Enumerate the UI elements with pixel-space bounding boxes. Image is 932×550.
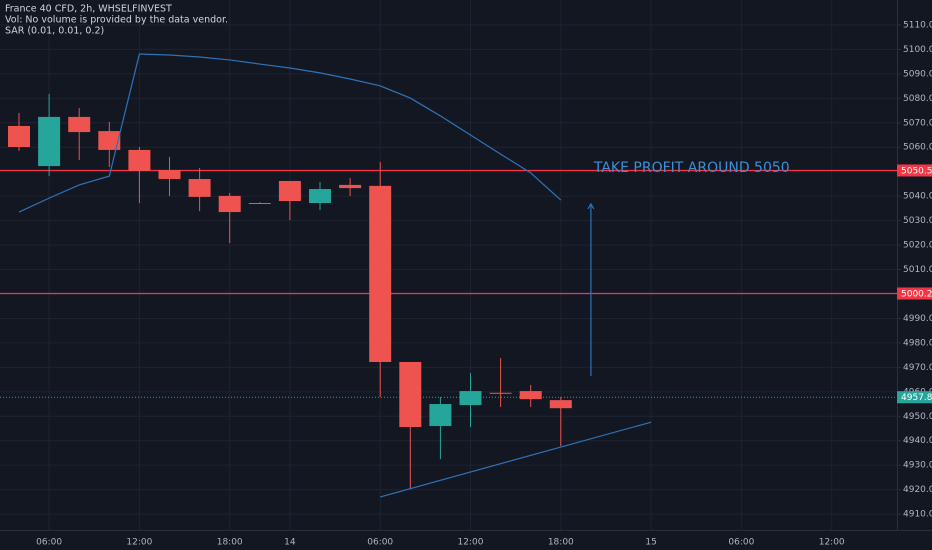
x-tick-label: 18:00 [217, 538, 243, 548]
arrow-head [587, 202, 595, 210]
candle-body [489, 392, 512, 394]
candle-body [128, 149, 151, 171]
candle-body [248, 202, 271, 204]
candle-body [278, 180, 301, 202]
x-tick-label: 06:00 [728, 538, 754, 548]
y-tick-label: 5110.0 [903, 20, 932, 30]
candle-body [339, 184, 362, 189]
y-tick-label: 4970.0 [903, 363, 932, 373]
price-label-box [897, 164, 932, 177]
x-tick-label: 06:00 [367, 538, 393, 548]
x-tick-label: 12:00 [819, 538, 845, 548]
y-tick-label: 5020.0 [903, 241, 932, 251]
y-tick-label: 4990.0 [903, 314, 932, 324]
x-tick-label: 18:00 [548, 538, 574, 548]
y-tick-label: 5010.0 [903, 265, 932, 275]
y-tick-label: 4910.0 [903, 510, 932, 520]
candle-body [38, 116, 61, 167]
candle-body [369, 185, 392, 362]
plot: TAKE PROFIT AROUND 5050 [0, 53, 897, 498]
y-tick-label: 4950.0 [903, 412, 932, 422]
candle-body [218, 195, 241, 213]
sar-line [18, 53, 562, 213]
y-tick-label: 5060.0 [903, 143, 932, 153]
price-label-box [897, 287, 932, 300]
indicator-label: SAR (0.01, 0.01, 0.2) [5, 26, 104, 37]
price-label-box [897, 391, 932, 404]
candle-body [309, 189, 331, 203]
x-tick-label: 14 [284, 538, 296, 548]
y-tick-label: 5100.0 [903, 45, 932, 55]
y-tick-label: 4920.0 [903, 485, 932, 495]
price-label: 5050.5 [901, 166, 932, 176]
candle-body [8, 125, 30, 147]
price-label: 5000.2 [901, 289, 932, 299]
candle-body [399, 361, 422, 428]
x-tick-label: 15 [645, 538, 656, 548]
y-tick-label: 5090.0 [903, 69, 932, 79]
y-tick-label: 5030.0 [903, 216, 932, 226]
y-tick-label: 5080.0 [903, 94, 932, 104]
candle-body [519, 391, 542, 400]
trend-line [380, 421, 652, 498]
y-tick-label: 4980.0 [903, 338, 932, 348]
candle-body [429, 404, 452, 427]
y-tick-label: 4940.0 [903, 436, 932, 446]
y-tick-label: 4930.0 [903, 461, 932, 471]
x-tick-label: 12:00 [458, 538, 484, 548]
chart-title: France 40 CFD, 2h, WHSELFINVEST [5, 4, 172, 15]
axes: 4910.04920.04930.04940.04950.04960.04970… [36, 20, 932, 548]
candle-body [549, 400, 572, 409]
candle-body [98, 131, 121, 150]
candle-body [158, 169, 181, 180]
candle-body [188, 179, 211, 197]
x-tick-label: 12:00 [126, 538, 152, 548]
subtitle: Vol: No volume is provided by the data v… [5, 15, 228, 26]
y-tick-label: 5040.0 [903, 192, 932, 202]
x-tick-label: 06:00 [36, 538, 62, 548]
candle-body [459, 391, 482, 406]
price-label: 4957.8 [901, 393, 932, 403]
candle-body [68, 116, 91, 133]
annotation: TAKE PROFIT AROUND 5050 [593, 160, 790, 176]
y-tick-label: 5070.0 [903, 118, 932, 128]
